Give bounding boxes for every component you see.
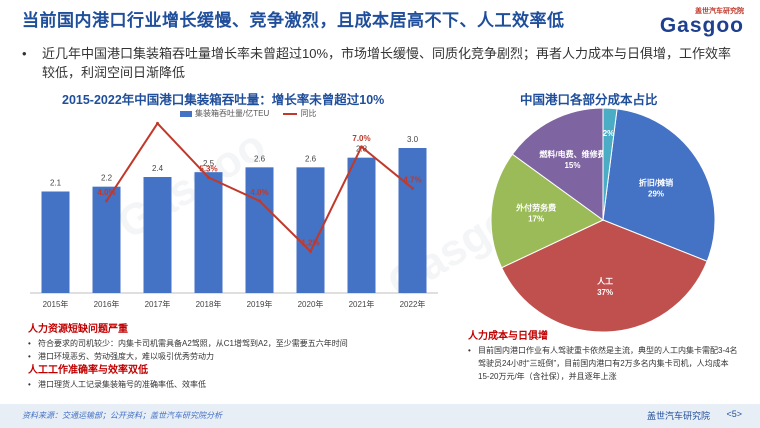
pie-slice [490,153,604,269]
bar [398,148,427,293]
bar [143,177,172,293]
notes-right: 人力成本与日俱增 目前国内港口作业有人驾驶重卡依然是主流，典型的人工内集卡需配3… [468,329,738,383]
pie-slice-label: 折旧/摊销 29% [639,178,673,199]
page-title: 当前国内港口行业增长缓慢、竞争激烈，且成本居高不下、人工效率低 [22,11,565,30]
summary-text: 近几年中国港口集装箱吞吐量增长率未曾超过10%，市场增长缓慢、同质化竞争剧烈；再… [42,46,732,80]
pie-slice-label: 人工 37% [597,276,613,297]
legend-bar-swatch [180,110,192,117]
summary-bullet: • 近几年中国港口集装箱吞吐量增长率未曾超过10%，市场增长缓慢、同质化竞争剧烈… [22,44,742,82]
bar-chart-legend: 集装箱吞吐量/亿TEU 同比 [180,108,316,119]
bullet-dot-icon: • [22,46,27,61]
notes-right-item: 目前国内港口作业有人驾驶重卡依然是主流，典型的人工内集卡需配3-4名驾驶员24小… [468,344,738,383]
bar-value-label: 2.6 [305,154,317,163]
footer-source: 资料来源：交通运输部；公开资料；盖世汽车研究院分析 [22,411,222,420]
growth-label: 1.2% [301,238,319,247]
notes-left-item-2: 港口环境恶劣、劳动强度大，难以吸引优秀劳动力 [28,350,428,363]
bar-value-label: 2.4 [152,164,164,173]
x-tick-label: 2015年 [43,299,69,309]
pie-slice [511,107,604,221]
x-tick-label: 2018年 [196,299,222,309]
growth-point [258,199,261,203]
bar [245,167,274,293]
growth-point [105,199,108,203]
bar-chart: 2.1 2015年 2.2 2016年 2.4 2017年 2.5 2018年 2.6 2019年… [30,118,438,309]
brand-logo: 盖世汽车研究院 Gasgoo [660,6,744,36]
growth-point [309,249,312,253]
notes-left-heading-1: 人力资源短缺问题严重 [28,324,128,335]
pie-slice [602,107,618,221]
x-tick-label: 2020年 [298,299,324,309]
x-tick-label: 2017年 [145,299,171,309]
growth-point [156,121,159,125]
pie-chart-title: 中国港口各部分成本占比 [520,93,658,107]
growth-label: 5.3% [199,164,217,173]
pie-slice-label: 燃料/电费、维修费 15% [539,149,605,170]
bar-chart-title: 2015-2022年中国港口集装箱吞吐量：增长率未曾超过10% [62,93,385,107]
x-tick-label: 2016年 [94,299,120,309]
bar [347,157,376,293]
x-tick-label: 2021年 [349,299,375,309]
logo-cn-text: 盖世汽车研究院 [695,8,744,15]
x-tick-label: 2019年 [247,299,273,309]
x-tick-label: 2022年 [400,299,426,309]
notes-left-item-1: 符合要求的司机较少：内集卡司机需具备A2驾照，从C1增驾到A2，至少需要五六年时… [28,337,428,350]
pie-slice [602,108,716,262]
growth-point [360,145,363,149]
bar-value-label: 3.0 [407,135,419,144]
bar-value-label: 2.1 [50,179,62,188]
legend-bar-label: 集装箱吞吐量/亿TEU [195,109,270,118]
legend-line-label: 同比 [300,109,317,118]
growth-point [411,186,414,190]
notes-left-item-3: 港口理货人工记录集装箱号的准确率低、效率低 [28,378,428,391]
pie-slice-label: 外付劳务费 17% [516,203,556,224]
growth-label: 7.0% [352,134,370,143]
pie-slice-label: 2% [603,129,615,138]
growth-label: 8.3% [148,118,166,119]
logo-en-text: Gasgoo [659,14,744,37]
bar-value-label: 2.8 [356,145,368,154]
pie-slice [500,219,708,333]
legend-line-swatch [283,112,298,115]
pie-chart: 折旧/摊销 29% 人工 37% 外付劳务费 17% 燃料/电费、维修费 15% 2% [490,107,716,333]
notes-left: 人力资源短缺问题严重 符合要求的司机较少：内集卡司机需具备A2驾照，从C1增驾到… [28,322,428,391]
bar-value-label: 2.6 [254,154,266,163]
growth-label: 4.7% [403,175,421,184]
footer-bar: 资料来源：交通运输部；公开资料；盖世汽车研究院分析 盖世汽车研究院 <5> [0,404,760,428]
bar [92,186,121,293]
notes-right-heading: 人力成本与日俱增 [468,331,548,342]
notes-left-heading-2: 人工工作准确率与效率双低 [28,365,148,376]
growth-point [207,175,210,179]
growth-label: 4.0% [97,188,115,197]
bar-value-label: 2.2 [101,174,113,183]
page-number: <5> [726,409,742,419]
bar-value-label: 2.5 [203,159,215,168]
growth-label: 4.0% [250,188,268,197]
bar [41,191,70,293]
bar [194,172,223,293]
footer-org: 盖世汽车研究院 [646,411,710,421]
